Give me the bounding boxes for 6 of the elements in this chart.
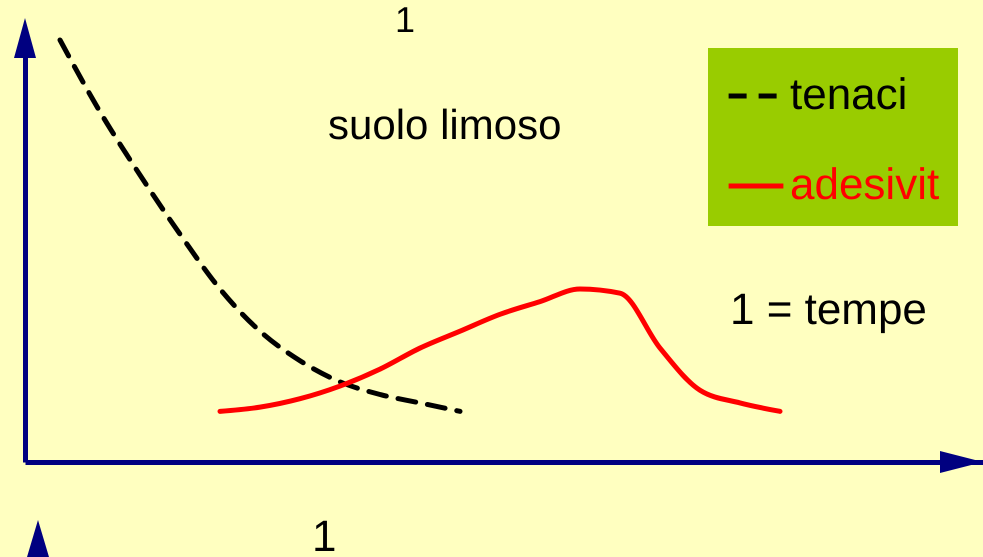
annotation: 1 [395, 0, 416, 40]
text: 1 [312, 512, 336, 557]
legend-label: adesivit [790, 160, 940, 209]
annotation: 1 = tempe [730, 285, 927, 334]
legend-label: tenaci [790, 70, 908, 119]
text: suolo limoso [328, 101, 562, 148]
